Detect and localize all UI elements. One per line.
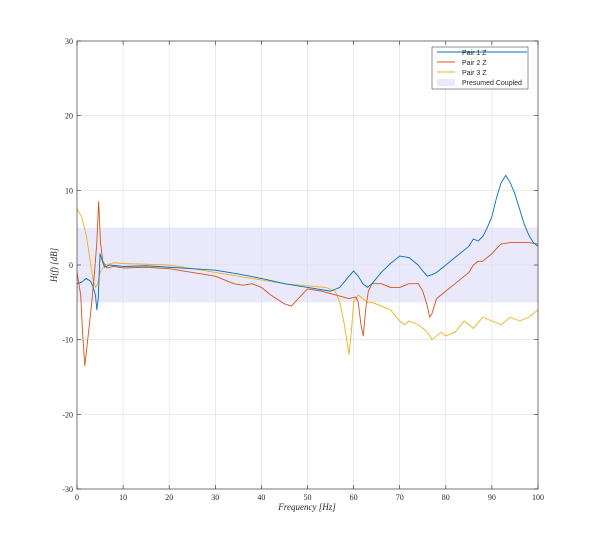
y-tick-label: 30: [65, 37, 73, 46]
y-tick-label: 20: [65, 112, 73, 121]
legend-swatch-band: [437, 79, 455, 86]
x-tick-label: 50: [304, 493, 312, 502]
x-tick-label: 40: [257, 493, 265, 502]
x-tick-label: 10: [119, 493, 127, 502]
x-tick-label: 70: [396, 493, 404, 502]
y-tick-label: 0: [69, 261, 73, 270]
x-tick-label: 90: [488, 493, 496, 502]
series-line-pair-1: [76, 174, 539, 311]
x-tick-label: 80: [442, 493, 450, 502]
legend-label-pair-3: Pair 3 Z: [462, 70, 487, 77]
legend-label-pair-1: Pair 1 Z: [462, 50, 487, 57]
tick-labels: 0 10 20 30 40 50 60 70 80 90 100 -30 -20 -10 0 10 20 30: [62, 37, 544, 502]
x-tick-label: 30: [211, 493, 219, 502]
legend-label-band: Presumed Coupled: [462, 80, 522, 87]
y-axis-label: H(f) [dB]: [49, 247, 59, 283]
x-tick-label: 0: [75, 493, 79, 502]
legend-label-pair-2: Pair 2 Z: [462, 60, 487, 67]
x-tick-label: 60: [350, 493, 358, 502]
y-tick-label: -30: [62, 485, 73, 494]
y-tick-label: 10: [65, 186, 73, 195]
x-tick-label: 100: [532, 493, 544, 502]
series-layer: [76, 174, 539, 367]
legend: Pair 1 Z Pair 2 Z Pair 3 Z Presumed Coup…: [431, 46, 529, 90]
x-axis-label: Frequency [Hz]: [277, 502, 336, 512]
ticks: [76, 40, 539, 490]
series-line-pair-3: [76, 208, 539, 356]
y-tick-label: -20: [62, 410, 73, 419]
y-tick-label: -10: [62, 336, 73, 345]
x-tick-label: 20: [165, 493, 173, 502]
series-line-pair-2: [76, 201, 539, 367]
